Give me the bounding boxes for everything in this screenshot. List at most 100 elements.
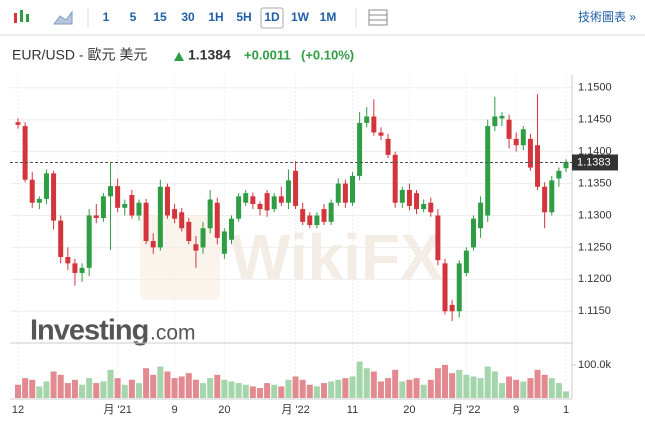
interval-button[interactable]: 1W (291, 10, 310, 24)
x-tick-label: 月 '21 (103, 404, 131, 416)
volume-bar (335, 379, 342, 398)
y-tick-label: 1.1500 (578, 82, 612, 94)
candle-body (93, 215, 99, 219)
candle-body (378, 132, 384, 136)
volume-tick-label: 100.0k (578, 359, 612, 371)
volume-bar (29, 379, 36, 398)
volume-bar (527, 378, 534, 398)
candle-body (414, 193, 420, 210)
change: +0.0011 (244, 47, 291, 62)
candle-icon[interactable] (14, 10, 29, 23)
volume-bar (392, 369, 399, 398)
volume-bar (22, 378, 29, 398)
candle-body (236, 196, 242, 219)
volume-bar (185, 373, 192, 398)
candle-body (364, 116, 370, 123)
volume-bar (306, 384, 313, 398)
candle-body (143, 202, 149, 242)
volume-bar (498, 383, 505, 398)
candle-body (72, 263, 78, 273)
interval-button[interactable]: 5H (236, 10, 251, 24)
candle-body (43, 173, 49, 199)
candle-body (129, 195, 135, 216)
symbol: EUR/USD - 歐元 美元 (12, 47, 147, 63)
candle-body (65, 256, 71, 264)
candle-body (463, 250, 469, 273)
interval-button[interactable]: 1 (103, 10, 110, 24)
volume-bar (299, 379, 306, 398)
interval-button[interactable]: 1D (264, 10, 280, 24)
candle-body (122, 203, 128, 208)
interval-button[interactable]: 1M (320, 10, 337, 24)
volume-bar (313, 386, 320, 398)
volume-bar (228, 381, 235, 398)
x-tick-label: 9 (172, 404, 178, 416)
volume-bar (242, 384, 249, 398)
volume-bar (271, 384, 278, 398)
interval-button[interactable]: 5 (130, 10, 137, 24)
volume-bar (534, 369, 541, 398)
candle-body (264, 193, 270, 211)
candle-body (349, 175, 355, 203)
y-tick-label: 1.1300 (578, 209, 612, 221)
volume-bar (135, 383, 142, 398)
logo: Investing (30, 315, 148, 347)
x-tick-label: 月 '22 (281, 404, 309, 416)
candle-body (29, 179, 35, 203)
candle-body (150, 241, 156, 248)
volume-bar (406, 379, 413, 398)
candle-body (478, 202, 484, 229)
y-tick-label: 1.1350 (578, 177, 612, 189)
candle-body (250, 196, 256, 204)
volume-bar (107, 369, 114, 398)
candle-body (207, 199, 213, 229)
volume-bar (321, 383, 328, 398)
candle-body (456, 263, 462, 312)
volume-bar (71, 379, 78, 398)
candle-body (100, 196, 106, 219)
grid-icon[interactable] (368, 9, 388, 26)
candle-body (335, 183, 341, 203)
volume-bar (563, 391, 569, 398)
candle-body (108, 186, 114, 197)
candle-body (51, 173, 57, 221)
area-icon[interactable] (53, 10, 73, 25)
candle-body (164, 186, 170, 216)
interval-button[interactable]: 15 (153, 10, 167, 24)
volume-bar (555, 383, 562, 398)
candle-body (563, 161, 569, 169)
volume-bar (171, 378, 178, 398)
candle-body (186, 221, 192, 242)
volume-bar (36, 386, 43, 398)
x-tick-label: 20 (218, 404, 230, 416)
volume-bar (15, 384, 21, 398)
candle-body (328, 202, 334, 222)
volume-bar (491, 371, 498, 398)
candle-body (342, 183, 348, 203)
volume-bar (121, 384, 128, 398)
volume-bar (506, 376, 513, 398)
candle-body (513, 138, 519, 146)
volume-bar (541, 374, 548, 398)
candle-body (406, 189, 412, 206)
candle-body (200, 228, 206, 248)
candle-body (527, 138, 533, 168)
candle-body (229, 218, 235, 240)
interval-button[interactable]: 1H (208, 10, 223, 24)
interval-button[interactable]: 30 (181, 10, 195, 24)
volume-bar (86, 378, 93, 398)
volume-bar (43, 381, 50, 398)
candle-body (214, 202, 220, 238)
volume-bar (285, 379, 292, 398)
candle-body (243, 193, 249, 203)
logo-suffix: .com (150, 322, 196, 345)
change-pct: (+0.10%) (301, 47, 354, 62)
volume-bar (79, 384, 86, 398)
x-tick-label: 1 (563, 404, 569, 416)
candle-body (492, 116, 498, 127)
volume-bar (100, 381, 107, 398)
technical-chart-link[interactable]: 技術圖表 » (578, 10, 636, 24)
volume-bar (150, 374, 157, 398)
